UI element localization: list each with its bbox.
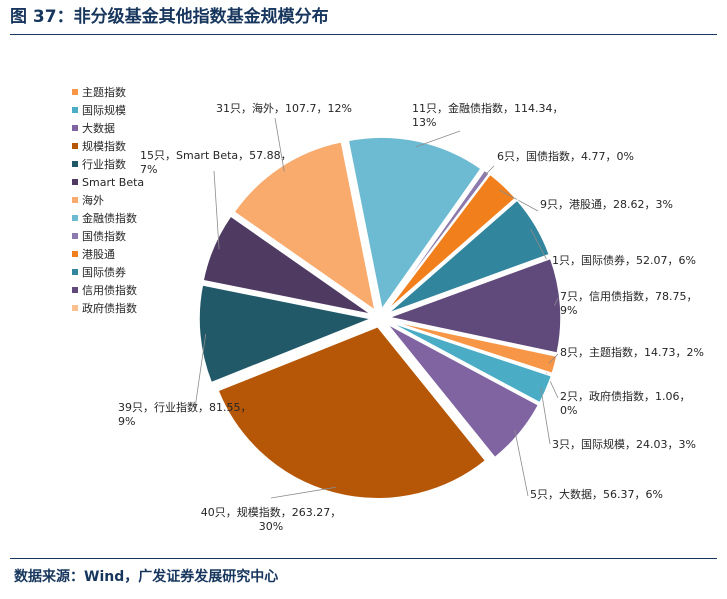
chart-title: 图 37：非分级基金其他指数基金规模分布 bbox=[10, 7, 329, 27]
data-label-line: 9% bbox=[118, 415, 135, 428]
pie-slice bbox=[217, 325, 487, 500]
pie-chart-svg: 8只，主题指数，14.73，2% 2只，政府债指数，1.06， 0% 3只，国际规模，… bbox=[72, 85, 704, 533]
legend-swatch bbox=[72, 179, 78, 185]
legend-swatch bbox=[72, 251, 78, 257]
data-label-line: 30% bbox=[259, 520, 283, 533]
legend-swatch bbox=[72, 125, 78, 131]
legend-label: 规模指数 bbox=[82, 139, 126, 153]
data-label-line: 15只，Smart Beta，57.88， bbox=[140, 149, 292, 162]
data-label-line: 9% bbox=[560, 304, 577, 317]
leader-line bbox=[274, 117, 285, 172]
title-divider bbox=[10, 34, 717, 35]
data-label-line: 11只，金融债指数，114.34， bbox=[412, 101, 564, 115]
leader-line bbox=[270, 486, 336, 499]
data-label: 8只，主题指数，14.73，2% bbox=[560, 345, 704, 359]
data-label: 40只，规模指数，263.27， 30% bbox=[201, 505, 342, 533]
legend-swatch bbox=[72, 305, 78, 311]
data-label: 39只，行业指数，81.55， 9% bbox=[118, 400, 252, 428]
legend-label: 港股通 bbox=[82, 248, 115, 261]
legend-swatch bbox=[72, 215, 78, 221]
legend-label: 金融债指数 bbox=[82, 211, 137, 225]
data-label-line: 2只，政府债指数，1.06， bbox=[560, 389, 691, 403]
leader-line bbox=[213, 170, 220, 250]
data-label: 1只，国际债券，52.07，6% bbox=[552, 253, 696, 267]
leader-line bbox=[499, 189, 539, 212]
legend-swatch bbox=[72, 197, 78, 203]
pie-slice bbox=[198, 284, 374, 384]
leader-line bbox=[194, 333, 207, 409]
pie-slice bbox=[388, 320, 554, 377]
data-label: 31只，海外，107.7，12% bbox=[216, 101, 352, 115]
legend-swatch bbox=[72, 107, 78, 113]
pie-slice bbox=[386, 257, 562, 355]
source-note: 数据来源：Wind，广发证券发展研究中心 bbox=[14, 569, 279, 585]
source-divider bbox=[10, 558, 717, 559]
data-label-line: 39只，行业指数，81.55， bbox=[118, 400, 252, 414]
legend-label: 政府债指数 bbox=[82, 301, 137, 315]
data-label: 15只，Smart Beta，57.88， 7% bbox=[140, 149, 292, 176]
pie-slice bbox=[387, 320, 553, 404]
pie-chart: 8只，主题指数，14.73，2% 2只，政府债指数，1.06， 0% 3只，国际规模，… bbox=[0, 36, 727, 551]
legend-label: 国债指数 bbox=[82, 229, 126, 243]
leader-line bbox=[540, 387, 551, 445]
legend-label: 国际债券 bbox=[82, 265, 126, 279]
data-label: 11只，金融债指数，114.34， 13% bbox=[412, 101, 564, 129]
legend-swatch bbox=[72, 233, 78, 239]
data-label: 6只，国债指数，4.77，0% bbox=[497, 149, 634, 163]
leader-line bbox=[483, 165, 495, 178]
data-label-line: 13% bbox=[412, 116, 436, 129]
data-label: 2只，政府债指数，1.06， 0% bbox=[560, 389, 691, 417]
legend-label: 信用债指数 bbox=[82, 283, 137, 297]
legend-swatch bbox=[72, 143, 78, 149]
pie-slice bbox=[385, 173, 517, 312]
legend-label: 行业指数 bbox=[82, 157, 126, 171]
pie-slice bbox=[384, 169, 491, 312]
data-label: 3只，国际规模，24.03，3% bbox=[552, 437, 696, 451]
data-label: 9只，港股通，28.62，3% bbox=[540, 198, 673, 211]
pie-slice bbox=[232, 140, 377, 313]
leader-line bbox=[416, 130, 461, 148]
legend-label: 主题指数 bbox=[82, 85, 126, 99]
pie-slice bbox=[387, 199, 551, 315]
pie-slice bbox=[202, 214, 373, 316]
legend-label: 大数据 bbox=[82, 121, 115, 135]
leader-line bbox=[514, 429, 529, 497]
pie-slice bbox=[347, 136, 483, 312]
legend-label: 海外 bbox=[82, 193, 104, 207]
legend-swatch bbox=[72, 89, 78, 95]
data-label-line: 7% bbox=[140, 163, 157, 176]
legend-label: Smart Beta bbox=[82, 176, 144, 189]
data-label-line: 40只，规模指数，263.27， bbox=[201, 505, 342, 519]
data-label: 5只，大数据，56.37，6% bbox=[530, 487, 663, 501]
legend-swatch bbox=[72, 269, 78, 275]
pie-slice bbox=[386, 323, 540, 459]
data-label-line: 7只，信用债指数，78.75， bbox=[560, 289, 698, 303]
legend-label: 国际规模 bbox=[82, 103, 126, 117]
leader-line bbox=[554, 297, 559, 306]
data-label-line: 0% bbox=[560, 404, 577, 417]
legend-swatch bbox=[72, 161, 78, 167]
leader-line bbox=[548, 353, 559, 364]
data-label: 7只，信用债指数，78.75， 9% bbox=[560, 289, 698, 317]
legend-swatch bbox=[72, 287, 78, 293]
